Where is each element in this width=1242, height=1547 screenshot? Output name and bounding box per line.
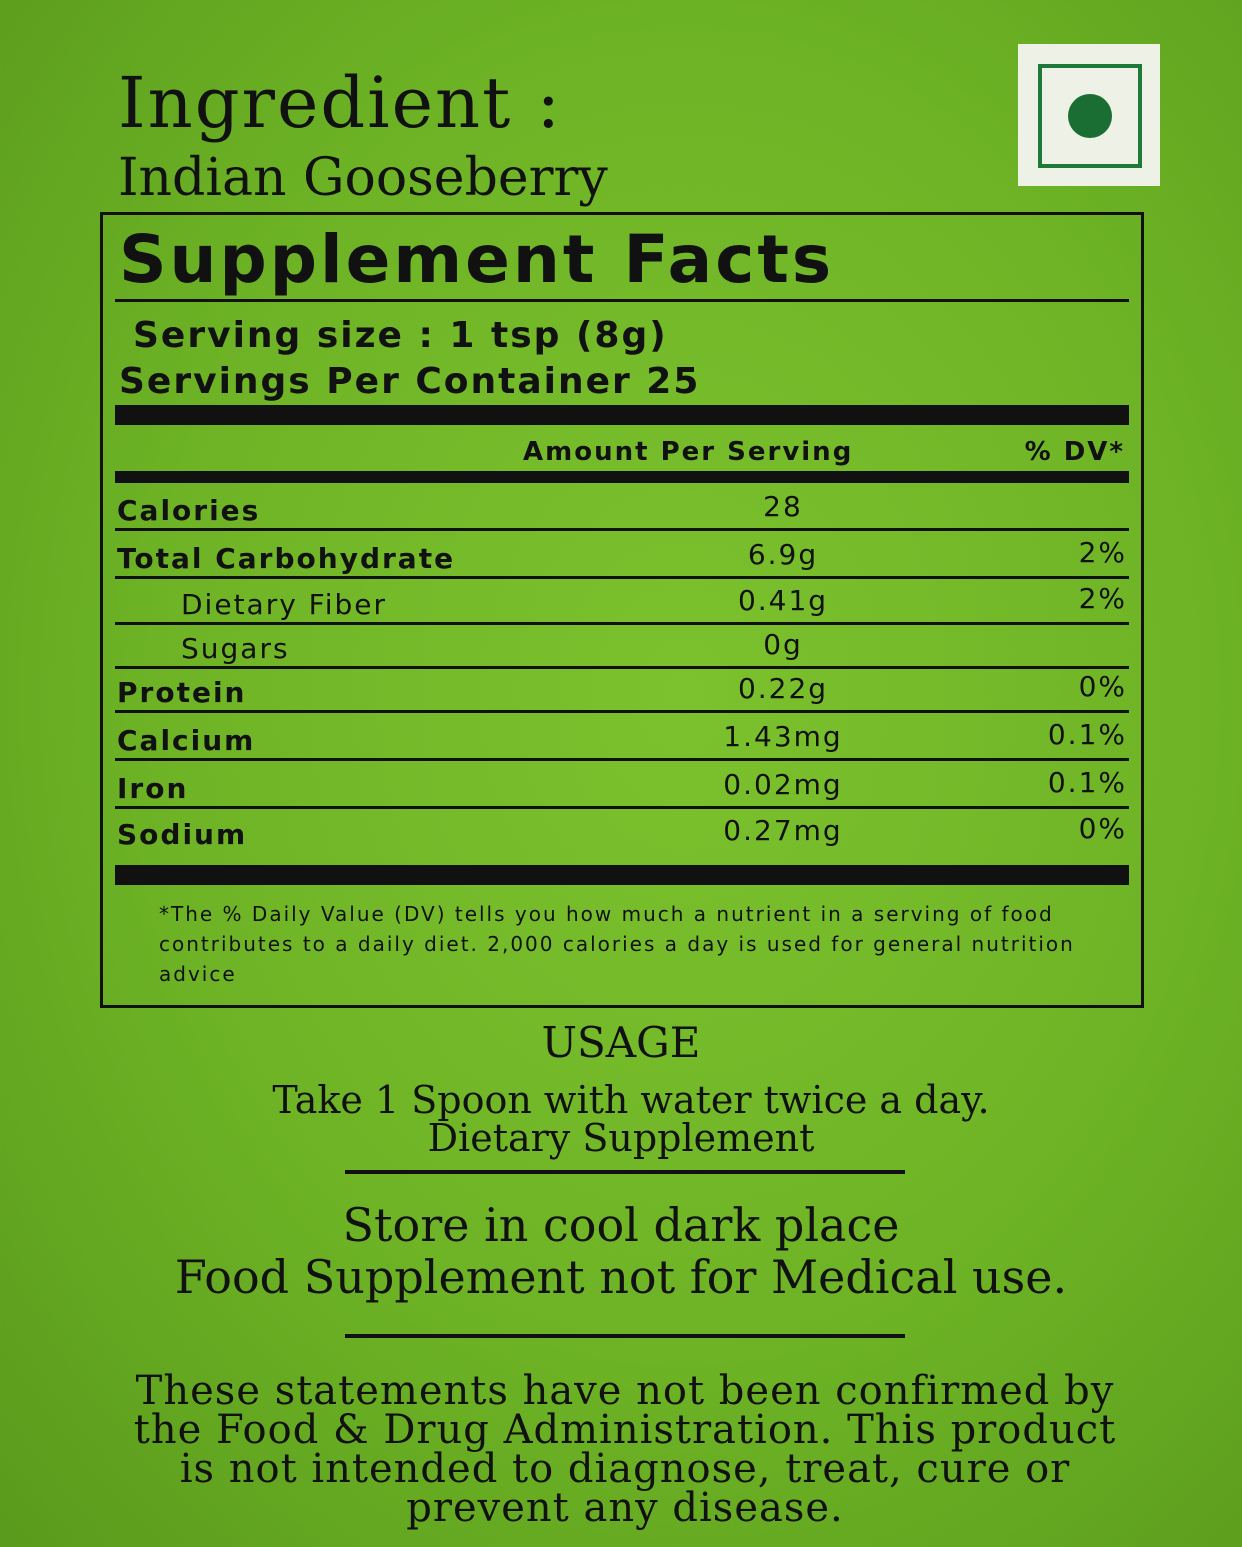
nutrient-dv: 0% [1078, 670, 1127, 703]
thick-divider [115, 471, 1129, 483]
nutrient-label: Total Carbohydrate [117, 542, 456, 575]
nutrient-row: Sugars 0g [103, 623, 1141, 669]
divider [345, 1170, 905, 1174]
nutrient-dv: 0.1% [1047, 766, 1127, 799]
nutrient-amount: 0.27mg [723, 814, 843, 847]
divider [345, 1334, 905, 1338]
row-divider [115, 622, 1129, 625]
nutrient-amount: 0.41g [737, 584, 829, 617]
nutrient-amount: 0.22g [737, 672, 829, 705]
nutrient-label: Iron [117, 772, 189, 805]
nutrient-dv: 2% [1078, 582, 1127, 615]
row-divider [115, 528, 1129, 531]
row-divider [115, 806, 1129, 809]
nutrient-row: Sodium 0.27mg 0% [103, 809, 1141, 855]
usage-title: USAGE [541, 1018, 701, 1067]
nutrient-row: Total Carbohydrate 6.9g 2% [103, 533, 1141, 579]
nutrient-label: Calcium [117, 724, 256, 757]
supplement-facts-panel: Supplement Facts Serving size : 1 tsp (8… [100, 212, 1144, 1008]
serving-size: Serving size : 1 tsp (8g) [133, 315, 668, 356]
storage-line-2: Food Supplement not for Medical use. [174, 1250, 1068, 1304]
nutrient-row: Protein 0.22g 0% [103, 667, 1141, 713]
nutrient-label: Sugars [181, 632, 290, 665]
divider [115, 299, 1129, 302]
nutrient-label: Sodium [117, 818, 248, 851]
nutrient-amount: 0g [763, 628, 803, 661]
facts-title: Supplement Facts [119, 221, 835, 298]
nutrient-row: Iron 0.02mg 0.1% [103, 763, 1141, 809]
col-amount-header: Amount Per Serving [523, 437, 854, 467]
vegetarian-mark-icon [1018, 44, 1160, 186]
usage-text: Take 1 Spoon with water twice a day. [272, 1078, 990, 1122]
storage-line-1: Store in cool dark place [342, 1198, 900, 1252]
nutrient-amount: 1.43mg [723, 720, 843, 753]
usage-subtitle: Dietary Supplement [427, 1116, 815, 1160]
nutrient-label: Protein [117, 676, 247, 709]
fda-disclaimer: These statements have not been confirmed… [133, 1368, 1117, 1531]
nutrient-dv: 0.1% [1047, 718, 1127, 751]
nutrient-label: Calories [117, 494, 261, 527]
thick-divider [115, 405, 1129, 425]
nutrient-label: Dietary Fiber [181, 588, 388, 621]
row-divider [115, 666, 1129, 669]
nutrient-row: Calcium 1.43mg 0.1% [103, 715, 1141, 761]
nutrient-dv: 2% [1078, 536, 1127, 569]
nutrient-row: Dietary Fiber 0.41g 2% [103, 579, 1141, 625]
ingredient-value: Indian Gooseberry [118, 148, 608, 208]
row-divider [115, 758, 1129, 761]
dv-footnote: *The % Daily Value (DV) tells you how mu… [159, 902, 1075, 986]
nutrient-row: Calories 28 [103, 485, 1141, 531]
thick-divider [115, 865, 1129, 885]
nutrient-amount: 0.02mg [723, 768, 843, 801]
nutrient-dv: 0% [1078, 812, 1127, 845]
servings-per-container: Servings Per Container 25 [119, 361, 701, 402]
ingredient-heading: Ingredient : [118, 62, 563, 144]
nutrient-amount: 28 [763, 490, 803, 523]
row-divider [115, 576, 1129, 579]
row-divider [115, 710, 1129, 713]
nutrient-amount: 6.9g [747, 538, 819, 571]
col-dv-header: % DV* [1024, 437, 1125, 467]
